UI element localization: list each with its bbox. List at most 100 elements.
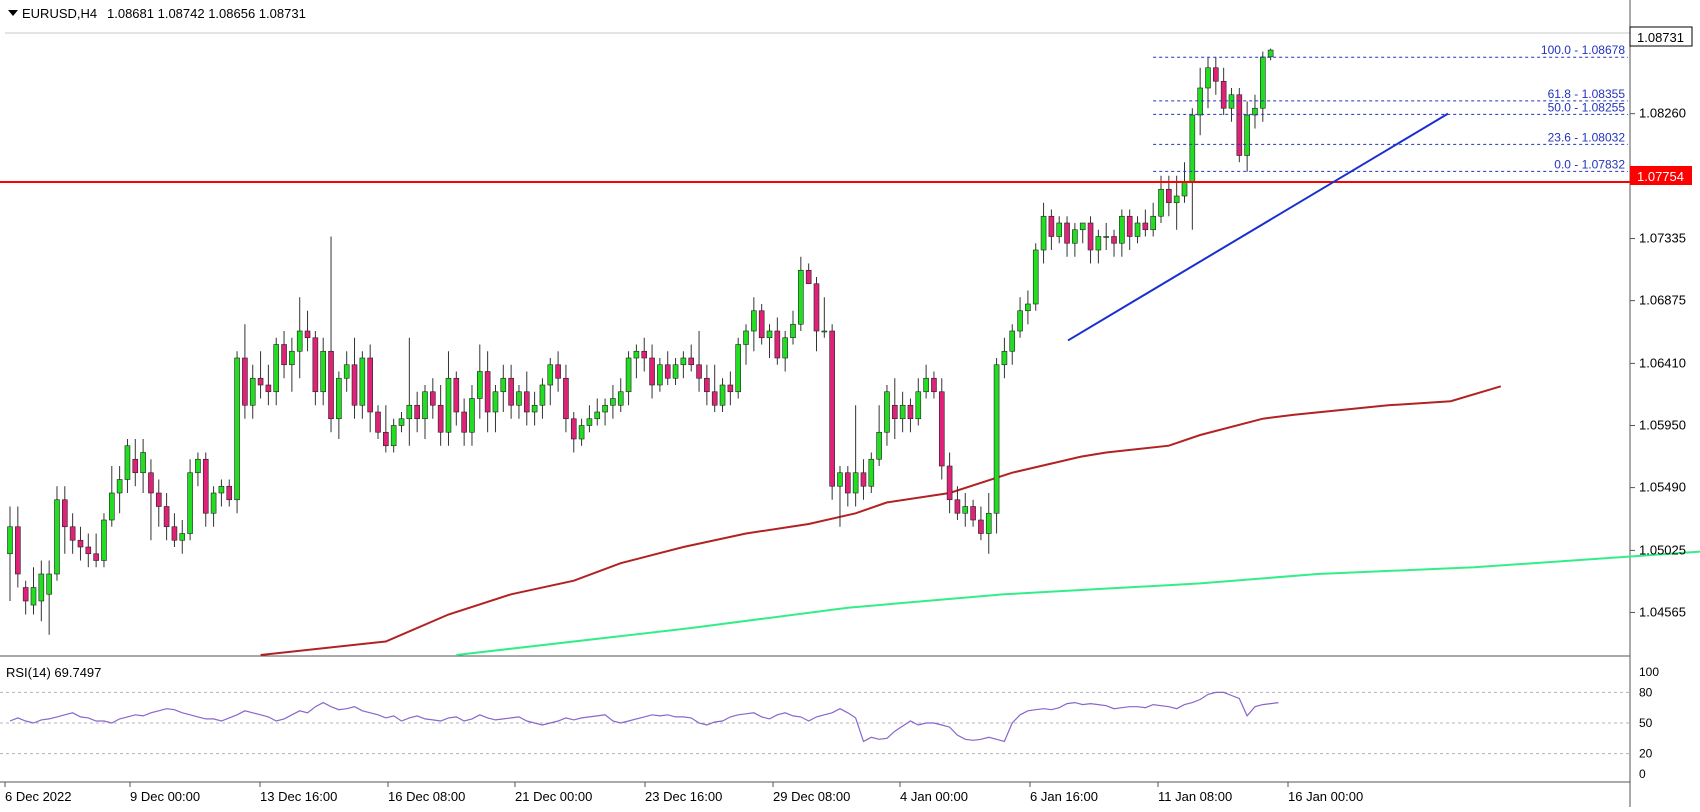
candle-body[interactable]	[430, 391, 436, 406]
candle-body[interactable]	[696, 364, 702, 379]
candle-body[interactable]	[69, 526, 76, 541]
candle-body[interactable]	[758, 310, 765, 339]
candle-body[interactable]	[837, 472, 843, 487]
candle-body[interactable]	[774, 330, 781, 359]
candle-body[interactable]	[492, 391, 499, 413]
candle-body[interactable]	[578, 425, 585, 440]
candlesticks[interactable]	[7, 48, 1274, 635]
candle-body[interactable]	[508, 377, 514, 406]
candle-body[interactable]	[586, 418, 593, 426]
candle-body[interactable]	[570, 418, 577, 440]
candle-body[interactable]	[289, 350, 295, 366]
candle-body[interactable]	[1095, 236, 1102, 251]
candle-body[interactable]	[375, 411, 381, 433]
candle-body[interactable]	[649, 357, 655, 386]
candle-body[interactable]	[931, 377, 937, 393]
candle-body[interactable]	[195, 458, 201, 474]
candle-body[interactable]	[539, 384, 546, 406]
candle-body[interactable]	[1119, 215, 1125, 244]
candle-body[interactable]	[437, 404, 444, 433]
candle-body[interactable]	[1236, 94, 1243, 156]
candle-body[interactable]	[610, 398, 616, 406]
candle-body[interactable]	[242, 357, 248, 406]
candle-body[interactable]	[1267, 49, 1274, 58]
candle-body[interactable]	[281, 344, 287, 366]
candle-body[interactable]	[296, 330, 303, 352]
candle-body[interactable]	[390, 425, 397, 447]
candle-body[interactable]	[1111, 236, 1117, 244]
candle-body[interactable]	[1072, 229, 1078, 244]
candle-body[interactable]	[899, 404, 906, 420]
candle-body[interactable]	[124, 445, 131, 480]
candle-body[interactable]	[923, 377, 929, 393]
candle-body[interactable]	[249, 377, 256, 406]
candle-body[interactable]	[265, 384, 272, 393]
candle-body[interactable]	[101, 519, 107, 561]
candle-body[interactable]	[1079, 222, 1086, 231]
candle-body[interactable]	[1126, 215, 1133, 237]
candle-body[interactable]	[140, 452, 146, 474]
candle-body[interactable]	[398, 418, 405, 426]
candle-body[interactable]	[210, 492, 217, 514]
bullish-trendline[interactable]	[1067, 112, 1449, 342]
candle-body[interactable]	[93, 553, 99, 561]
candle-body[interactable]	[711, 391, 718, 406]
candle-body[interactable]	[273, 344, 280, 393]
candle-body[interactable]	[766, 330, 773, 339]
candle-body[interactable]	[617, 391, 624, 406]
candle-body[interactable]	[320, 350, 327, 393]
candle-body[interactable]	[563, 377, 569, 420]
candle-body[interactable]	[1032, 249, 1039, 305]
candle-body[interactable]	[978, 519, 984, 534]
candle-body[interactable]	[547, 364, 554, 386]
candle-body[interactable]	[805, 269, 812, 285]
candle-body[interactable]	[257, 377, 264, 386]
candle-body[interactable]	[1189, 114, 1196, 183]
candle-body[interactable]	[845, 472, 851, 494]
candle-body[interactable]	[625, 357, 632, 393]
candle-body[interactable]	[484, 371, 491, 413]
candle-body[interactable]	[422, 391, 428, 420]
candle-body[interactable]	[116, 479, 123, 494]
candle-body[interactable]	[1158, 188, 1164, 217]
candle-body[interactable]	[1134, 222, 1141, 237]
candle-body[interactable]	[1040, 215, 1047, 251]
candle-body[interactable]	[1205, 67, 1211, 89]
candle-body[interactable]	[1213, 67, 1219, 82]
candle-body[interactable]	[351, 364, 358, 406]
candle-body[interactable]	[962, 506, 969, 514]
candle-body[interactable]	[664, 364, 671, 379]
candle-body[interactable]	[46, 573, 52, 595]
candle-body[interactable]	[1009, 330, 1016, 352]
candle-body[interactable]	[1087, 222, 1094, 251]
candle-body[interactable]	[414, 404, 420, 420]
candle-body[interactable]	[876, 431, 882, 460]
candle-body[interactable]	[852, 472, 859, 494]
candle-body[interactable]	[1181, 182, 1188, 197]
candle-body[interactable]	[38, 573, 45, 602]
candle-body[interactable]	[680, 357, 687, 366]
candle-body[interactable]	[938, 391, 945, 467]
candle-body[interactable]	[218, 485, 225, 494]
triangle-down-icon[interactable]	[8, 10, 18, 16]
candle-body[interactable]	[993, 364, 1000, 514]
candle-body[interactable]	[672, 364, 679, 379]
candle-body[interactable]	[641, 350, 648, 359]
candle-body[interactable]	[555, 364, 561, 379]
candle-body[interactable]	[946, 465, 953, 501]
candle-body[interactable]	[163, 506, 170, 528]
candle-body[interactable]	[1048, 215, 1055, 237]
candle-body[interactable]	[328, 350, 334, 420]
candle-body[interactable]	[1252, 107, 1258, 116]
candle-body[interactable]	[602, 404, 608, 413]
candle-body[interactable]	[884, 391, 890, 433]
candle-body[interactable]	[915, 391, 922, 420]
candle-body[interactable]	[155, 492, 162, 507]
candle-body[interactable]	[970, 506, 976, 521]
candle-body[interactable]	[1197, 87, 1203, 116]
candle-body[interactable]	[77, 539, 84, 548]
candle-body[interactable]	[719, 384, 726, 406]
candle-body[interactable]	[516, 391, 522, 406]
candle-body[interactable]	[531, 404, 538, 413]
